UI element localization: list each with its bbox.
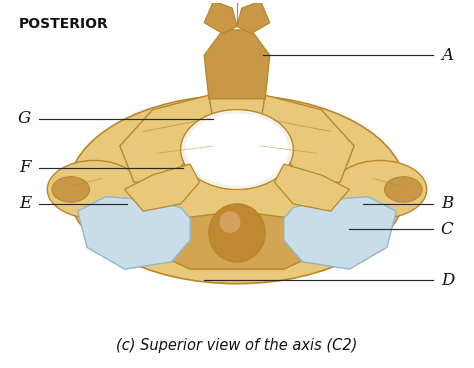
Ellipse shape — [47, 160, 141, 219]
Text: POSTERIOR: POSTERIOR — [19, 17, 109, 31]
Text: E: E — [19, 195, 31, 212]
Polygon shape — [125, 164, 200, 211]
Text: F: F — [19, 159, 31, 176]
Ellipse shape — [181, 110, 293, 190]
Text: A: A — [441, 47, 453, 64]
Text: (c) Superior view of the axis (C2): (c) Superior view of the axis (C2) — [116, 338, 358, 353]
Ellipse shape — [219, 211, 240, 233]
Polygon shape — [260, 95, 354, 182]
Polygon shape — [237, 1, 270, 33]
Ellipse shape — [209, 204, 265, 262]
Ellipse shape — [68, 95, 406, 284]
Ellipse shape — [181, 110, 293, 190]
Ellipse shape — [333, 160, 427, 219]
Ellipse shape — [185, 113, 289, 186]
Polygon shape — [204, 30, 270, 99]
Polygon shape — [274, 164, 349, 211]
Text: C: C — [441, 221, 454, 238]
Polygon shape — [143, 211, 331, 269]
Ellipse shape — [384, 177, 422, 202]
Text: D: D — [441, 272, 454, 289]
Text: G: G — [18, 110, 31, 127]
Ellipse shape — [52, 177, 90, 202]
Polygon shape — [78, 197, 190, 269]
Text: B: B — [441, 195, 453, 212]
Polygon shape — [204, 1, 237, 33]
Polygon shape — [120, 95, 214, 182]
Polygon shape — [284, 197, 396, 269]
